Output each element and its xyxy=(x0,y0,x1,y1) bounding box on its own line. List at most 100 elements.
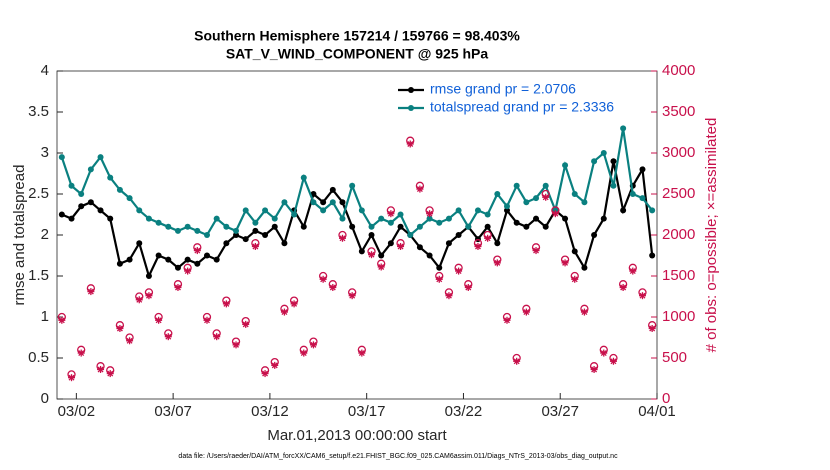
obs-assimilated-marker xyxy=(368,251,376,259)
point-marker xyxy=(184,256,191,263)
y2-tick-label: 1000 xyxy=(662,308,695,325)
marker-stroke xyxy=(116,325,123,332)
y2-tick-label: 2500 xyxy=(662,185,695,202)
obs-assimilated-marker xyxy=(493,259,501,267)
marker-stroke xyxy=(368,251,375,258)
plot-frame xyxy=(56,70,658,400)
marker-stroke xyxy=(320,276,327,283)
chart-subtitle: SAT_V_WIND_COMPONENT @ 925 hPa xyxy=(226,46,489,62)
obs-assimilated-marker xyxy=(145,292,153,300)
obs-assimilated-marker xyxy=(609,357,617,365)
point-marker xyxy=(339,215,346,222)
point-marker xyxy=(397,223,404,230)
obs-assimilated-marker xyxy=(319,275,327,283)
y2-tick-label: 0 xyxy=(662,390,670,407)
marker-stroke xyxy=(155,317,162,324)
marker-stroke xyxy=(445,292,452,299)
marker-stroke xyxy=(145,292,152,299)
obs-assimilated-marker xyxy=(135,296,143,304)
y2-axis-label: # of obs: o=possible; ×=assimilated xyxy=(703,118,720,353)
point-marker xyxy=(58,154,65,161)
marker-stroke xyxy=(242,321,249,328)
point-marker xyxy=(155,219,162,226)
point-marker xyxy=(194,260,201,267)
point-marker xyxy=(629,191,636,197)
point-marker xyxy=(649,252,656,259)
point-marker xyxy=(281,199,288,206)
marker-stroke xyxy=(436,276,443,283)
point-marker xyxy=(445,240,452,247)
obs-assimilated-marker xyxy=(280,308,288,316)
obs-assimilated-marker xyxy=(397,242,405,250)
x-tick-label: 03/27 xyxy=(541,403,579,420)
obs-assimilated-marker xyxy=(551,210,559,218)
y2-tick-label: 3000 xyxy=(662,144,695,161)
marker-stroke xyxy=(397,243,404,250)
point-marker xyxy=(533,195,540,202)
x-tick-label: 03/12 xyxy=(251,403,289,420)
y2-tick-label: 1500 xyxy=(662,267,695,284)
point-marker xyxy=(436,264,443,271)
marker-stroke xyxy=(213,333,220,340)
obs-assimilated-marker xyxy=(513,357,521,365)
point-marker xyxy=(97,207,104,214)
point-marker xyxy=(58,211,65,218)
marker-stroke xyxy=(204,317,210,324)
marker-stroke xyxy=(329,284,336,291)
point-marker xyxy=(116,260,123,267)
obs-assimilated-marker xyxy=(445,292,453,300)
point-marker xyxy=(252,227,259,234)
point-marker xyxy=(204,252,210,259)
obs-assimilated-marker xyxy=(193,247,201,255)
marker-stroke xyxy=(126,337,133,344)
point-marker xyxy=(320,207,327,214)
obs-assimilated-marker xyxy=(174,283,182,291)
obs-assimilated-marker xyxy=(97,365,105,373)
obs-assimilated-marker xyxy=(106,370,114,378)
obs-assimilated-marker xyxy=(164,333,172,341)
obs-assimilated-marker xyxy=(377,263,385,271)
obs-assimilated-marker xyxy=(600,349,608,357)
marker-stroke xyxy=(358,350,365,357)
legend-marker xyxy=(408,105,414,111)
point-marker xyxy=(213,256,220,263)
point-marker xyxy=(155,252,162,259)
obs-assimilated-marker xyxy=(484,234,492,242)
obs-assimilated-marker xyxy=(503,316,511,324)
point-marker xyxy=(504,203,510,210)
point-marker xyxy=(184,223,191,230)
y-tick-label: 2 xyxy=(41,226,49,243)
marker-stroke xyxy=(310,341,317,348)
point-marker xyxy=(300,223,307,230)
point-marker xyxy=(107,215,114,222)
obs-assimilated-marker xyxy=(58,316,66,324)
marker-stroke xyxy=(339,235,346,242)
point-marker xyxy=(378,252,385,259)
obs-assimilated-marker xyxy=(116,324,124,332)
marker-stroke xyxy=(271,362,278,369)
point-marker xyxy=(145,273,152,279)
point-marker xyxy=(504,207,510,214)
obs-assimilated-marker xyxy=(387,210,395,218)
point-marker xyxy=(262,232,269,238)
marker-stroke xyxy=(581,309,588,316)
point-marker xyxy=(300,174,307,181)
y2-tick-label: 2000 xyxy=(662,226,695,243)
obs-assimilated-marker xyxy=(338,234,346,242)
marker-stroke xyxy=(475,243,481,250)
point-marker xyxy=(562,215,569,222)
marker-stroke xyxy=(591,366,598,373)
point-marker xyxy=(378,215,385,222)
x-tick-label: 03/07 xyxy=(154,403,192,420)
obs-assimilated-marker xyxy=(300,349,308,357)
point-marker xyxy=(581,264,588,271)
obs-assimilated-marker xyxy=(184,267,192,275)
marker-stroke xyxy=(533,247,539,254)
point-marker xyxy=(426,215,433,222)
point-marker xyxy=(223,240,230,247)
point-marker xyxy=(262,207,269,214)
point-marker xyxy=(116,186,123,193)
point-marker xyxy=(87,166,94,173)
obs-assimilated-marker xyxy=(213,333,221,341)
footnote: data file: /Users/raeder/DAI/ATM_forcXX/… xyxy=(178,453,618,460)
